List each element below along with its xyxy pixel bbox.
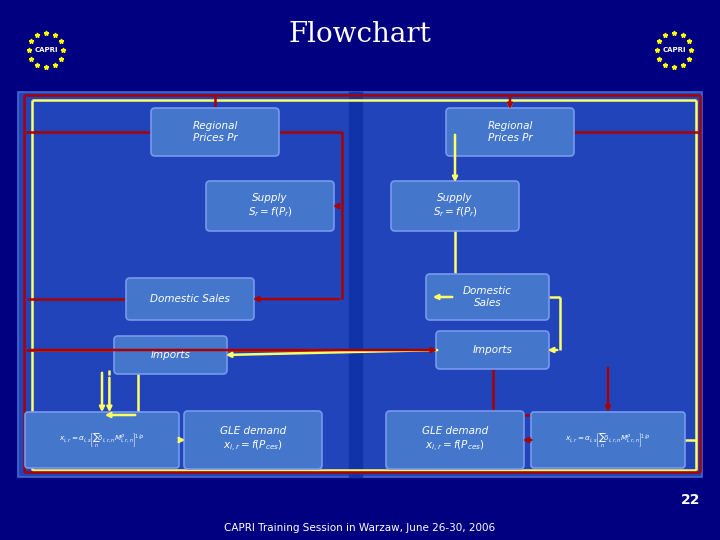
FancyBboxPatch shape [151, 108, 279, 156]
Text: $x_{i,r}=\alpha_{i,s}\!\left[\sum_n\!\delta_{i,r,n}M_{i,r,n}^\rho\right]^{\!1/\r: $x_{i,r}=\alpha_{i,s}\!\left[\sum_n\!\de… [565, 431, 651, 449]
Text: Regional
Prices Pr: Regional Prices Pr [192, 121, 238, 143]
FancyBboxPatch shape [391, 181, 519, 231]
Text: Imports: Imports [472, 345, 513, 355]
Text: Flowchart: Flowchart [289, 22, 431, 49]
FancyBboxPatch shape [436, 331, 549, 369]
Text: Domestic Sales: Domestic Sales [150, 294, 230, 304]
FancyBboxPatch shape [184, 411, 322, 469]
Text: Supply
$S_r=f(P_r)$: Supply $S_r=f(P_r)$ [248, 193, 292, 219]
Text: 22: 22 [680, 493, 700, 507]
FancyBboxPatch shape [386, 411, 524, 469]
FancyBboxPatch shape [531, 412, 685, 468]
Circle shape [22, 26, 70, 74]
Circle shape [650, 26, 698, 74]
FancyBboxPatch shape [126, 278, 254, 320]
FancyBboxPatch shape [25, 412, 179, 468]
Text: Supply
$S_r=f(P_r)$: Supply $S_r=f(P_r)$ [433, 193, 477, 219]
Text: CAPRI: CAPRI [35, 47, 58, 53]
Text: Regional
Prices Pr: Regional Prices Pr [487, 121, 533, 143]
Text: GLE demand
$x_{i,r}=f(P_{ces})$: GLE demand $x_{i,r}=f(P_{ces})$ [220, 427, 286, 454]
FancyBboxPatch shape [114, 336, 227, 374]
Text: Imports: Imports [150, 350, 190, 360]
Text: CAPRI: CAPRI [662, 47, 685, 53]
Text: Domestic
Sales: Domestic Sales [463, 286, 512, 308]
FancyBboxPatch shape [206, 181, 334, 231]
FancyBboxPatch shape [18, 92, 702, 477]
Text: CAPRI Training Session in Warzaw, June 26-30, 2006: CAPRI Training Session in Warzaw, June 2… [225, 523, 495, 533]
Text: GLE demand
$x_{i,r}=f(P_{ces})$: GLE demand $x_{i,r}=f(P_{ces})$ [422, 427, 488, 454]
FancyBboxPatch shape [426, 274, 549, 320]
FancyBboxPatch shape [446, 108, 574, 156]
Text: $x_{i,r}=\alpha_{i,s}\!\left[\sum_n\!\delta_{i,r,n}M_{i,r,n}^\rho\right]^{\!1/\r: $x_{i,r}=\alpha_{i,s}\!\left[\sum_n\!\de… [59, 431, 145, 449]
